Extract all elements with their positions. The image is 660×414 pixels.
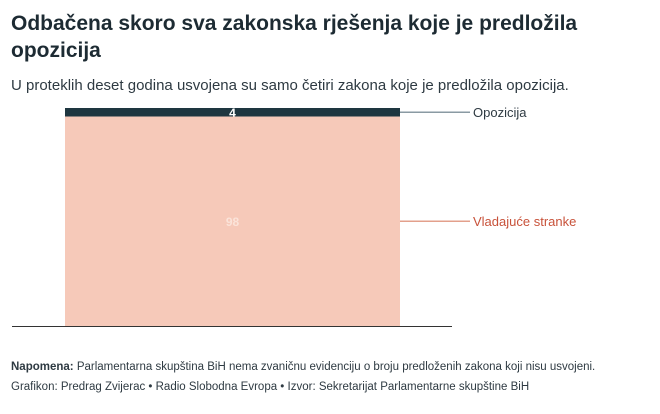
chart-footer: Napomena: Parlamentarna skupština BiH ne… [11, 357, 651, 397]
legend-label-vladaju-e-stranke: Vladajuće stranke [473, 214, 576, 229]
data-label-opozicija: 4 [229, 106, 236, 120]
stacked-bar-chart: 4 Opozicija 98 Vladajuće stranke [12, 105, 576, 327]
bar-segment-opozicija [65, 108, 400, 117]
footer-note: Napomena: Parlamentarna skupština BiH ne… [11, 357, 651, 377]
footer-note-label: Napomena: [11, 361, 74, 373]
data-label-vladaju-e-stranke: 98 [226, 215, 240, 229]
footer-note-text: Parlamentarna skupština BiH nema zvaničn… [73, 361, 596, 373]
bar-segment-vladaju-e-stranke [65, 116, 400, 327]
chart-title: Odbačena skoro sva zakonska rješenja koj… [11, 12, 578, 62]
footer-credits: Grafikon: Predrag Zvijerac • Radio Slobo… [11, 381, 530, 393]
legend-label-opozicija: Opozicija [473, 105, 527, 120]
chart-subtitle: U proteklih deset godina usvojena su sam… [11, 77, 569, 94]
